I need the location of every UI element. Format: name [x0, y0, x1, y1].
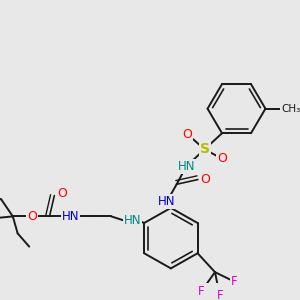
Text: O: O	[217, 152, 227, 165]
Text: O: O	[27, 210, 37, 223]
Text: HN: HN	[158, 195, 176, 208]
Text: HN: HN	[62, 210, 80, 223]
Text: F: F	[198, 284, 205, 298]
Text: S: S	[200, 142, 210, 156]
Text: O: O	[57, 187, 67, 200]
Text: F: F	[217, 289, 223, 300]
Text: O: O	[182, 128, 192, 141]
Text: CH₃: CH₃	[281, 104, 300, 114]
Text: HN: HN	[124, 214, 141, 227]
Text: O: O	[201, 173, 211, 186]
Text: F: F	[231, 275, 238, 288]
Text: HN: HN	[178, 160, 195, 173]
